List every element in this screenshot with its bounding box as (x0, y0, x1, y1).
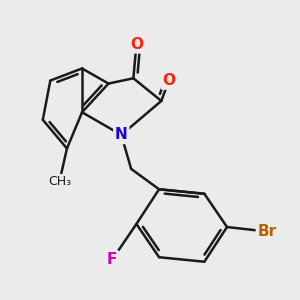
Text: F: F (107, 252, 117, 267)
Text: O: O (130, 37, 143, 52)
Text: O: O (162, 73, 176, 88)
Text: N: N (115, 128, 128, 142)
Text: CH₃: CH₃ (48, 175, 71, 188)
Text: Br: Br (257, 224, 277, 239)
